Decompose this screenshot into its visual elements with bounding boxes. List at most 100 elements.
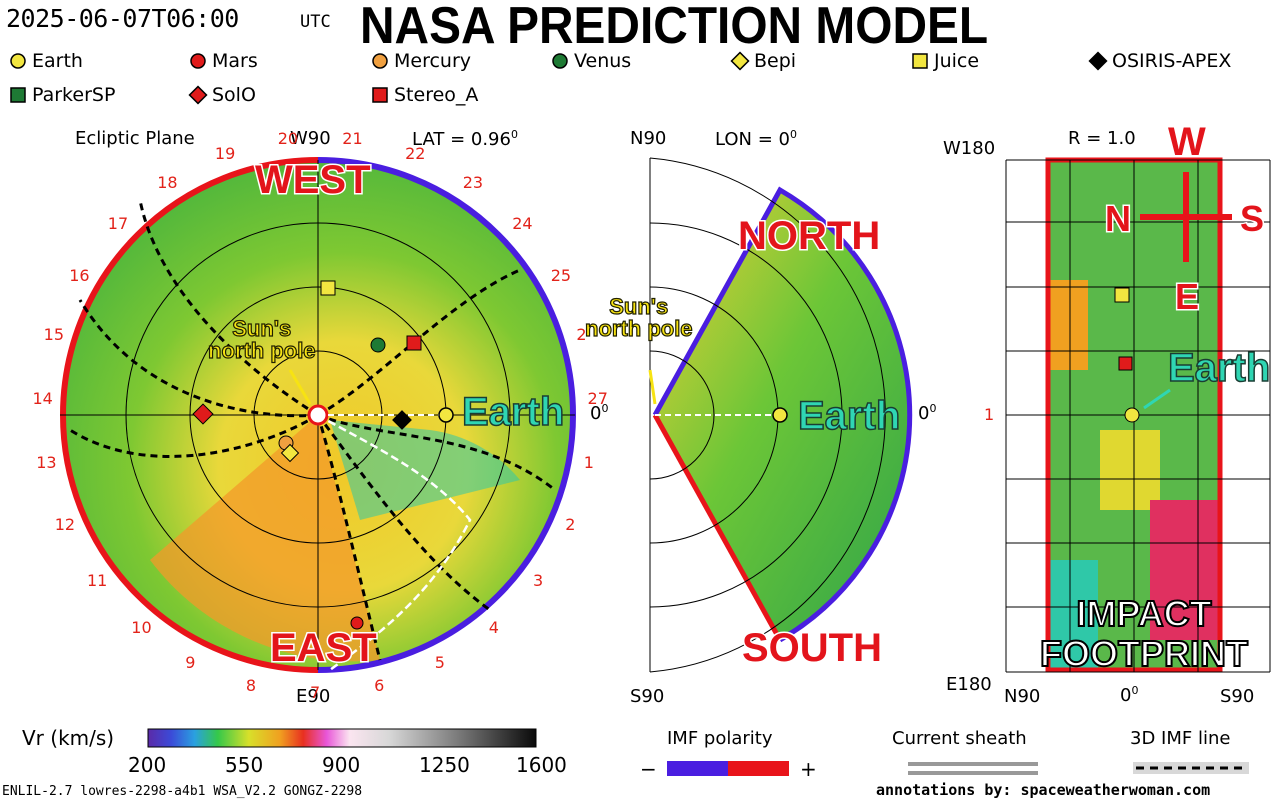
imf-line-label: 3D IMF line [1130,728,1231,749]
meridional-plane-plot [648,157,913,673]
colorbar-tick-label: 1250 [419,753,470,777]
s90-label: S90 [630,686,665,707]
carrington-label: 16 [69,266,90,285]
velocity-colorbar [147,728,537,748]
south-annotation: SOUTH [741,625,884,672]
imf-spiral-lines [69,199,556,661]
carrington-label: 15 [43,325,65,345]
imf-plus-swatch [728,761,789,776]
carrington-label: 4 [488,617,499,637]
juice-marker [320,280,336,296]
meridional-earth-marker [772,407,788,423]
compass-e: E [1173,275,1200,319]
legend-item: Mercury [370,50,471,72]
footprint-juice-marker [1114,287,1130,303]
legend-marker-icon [372,87,388,103]
earth-marker [438,407,454,423]
carrington-label: 6 [374,675,385,695]
carrington-label: 1 [583,453,594,473]
carrington-label: 24 [512,214,533,234]
colorbar-tick-label: 900 [322,753,361,777]
legend-item: Bepi [730,50,796,72]
compass-arrows-icon [1140,172,1232,262]
imf-minus-label: − [640,757,657,781]
north-annotation: NORTH [736,213,881,260]
legend-marker-icon [372,53,388,69]
impact-footprint-annotation: IMPACT FOOTPRINT [1039,593,1249,675]
bepi-marker [280,443,300,463]
carrington-label: 18 [157,172,178,192]
ecliptic-earth-annotation: Earth [461,389,565,435]
west-annotation: WEST [254,157,373,204]
carrington-label: 5 [434,653,445,673]
solo-marker [192,403,214,425]
current-sheath-label: Current sheath [892,728,1027,749]
carrington-label: 14 [32,388,53,408]
carrington-label: 20 [277,128,299,148]
legend-label: SolO [212,84,256,106]
carrington-label: 23 [462,172,484,192]
ecliptic-plane-title: Ecliptic Plane [75,128,195,149]
page-title: NASA PREDICTION MODEL [360,0,989,55]
impact-footprint-plot [1005,157,1271,673]
legend-item: OSIRIS-APEX [1088,50,1231,72]
footprint-0deg-label: 00 [1120,684,1139,706]
mars-marker [350,616,364,630]
carrington-label: 11 [87,571,108,590]
footprint-stereo-a-marker [1118,356,1133,371]
lat-label: LAT = 0.960 [412,128,518,150]
meridional-0deg-label: 00 [918,402,937,424]
carrington-label: 2 [576,325,587,345]
w90-label: W90 [290,128,331,149]
footprint-earth-arrow-icon [1143,388,1171,410]
colorbar-tick-label: 200 [128,753,167,777]
footprint-earth-marker [1124,407,1140,423]
current-sheath-line [317,413,472,672]
legend-label: ParkerSP [32,84,116,106]
lon-label: LON = 00 [715,128,797,150]
footprint-n90-label: N90 [1004,686,1041,707]
w180-label: W180 [943,138,996,159]
imf-minus-swatch [667,761,728,776]
carrington-label: 25 [550,266,572,285]
carrington-label: 17 [107,214,129,234]
compass-s: S [1238,197,1265,241]
imf-polarity-label: IMF polarity [667,728,773,749]
meridional-sun-arrow-icon [648,369,657,405]
legend-label: Bepi [754,50,797,72]
carrington-label: 9 [185,653,196,673]
carrington-label: 22 [405,143,426,163]
fast-wind-region [150,415,380,662]
credit-link[interactable]: annotations by: spaceweatherwoman.com [876,781,1211,799]
stereo-a-marker [406,335,422,351]
n90-label: N90 [630,128,667,149]
ecliptic-plane-plot [60,157,576,673]
carrington-label: 21 [342,128,363,148]
r-label: R = 1.0 [1068,128,1136,149]
legend-label: Earth [32,50,83,72]
legend-label: Mars [212,50,258,72]
legend-label: Juice [934,50,980,72]
sun-arrow-icon [288,369,312,405]
legend-item: Venus [550,50,631,72]
carrington-label: 3 [532,571,544,590]
timestamp: 2025-06-07T06:00 [6,4,239,33]
legend-item: SolO [188,84,256,106]
legend-marker-icon [190,53,206,69]
carrington-label: 19 [214,143,236,163]
legend-marker-icon [552,53,568,69]
legend-marker-icon [10,53,26,69]
legend-label: OSIRIS-APEX [1112,50,1232,72]
meridional-earth-annotation: Earth [797,393,901,439]
legend-marker-icon [912,53,928,69]
legend-marker-icon [730,51,750,71]
carrington-label: 13 [36,453,57,473]
meridional-sun-north-pole-annotation: Sun's north pole [584,294,693,341]
ecliptic-sun-north-pole-annotation: Sun's north pole [207,316,316,363]
legend-item: Earth [8,50,83,72]
model-info: ENLIL-2.7 lowres-2298-a4b1 WSA_V2.2 GONG… [2,784,363,799]
e180-label: E180 [946,674,992,695]
osiris-apex-marker [392,410,412,430]
colorbar-tick-label: 550 [225,753,264,777]
